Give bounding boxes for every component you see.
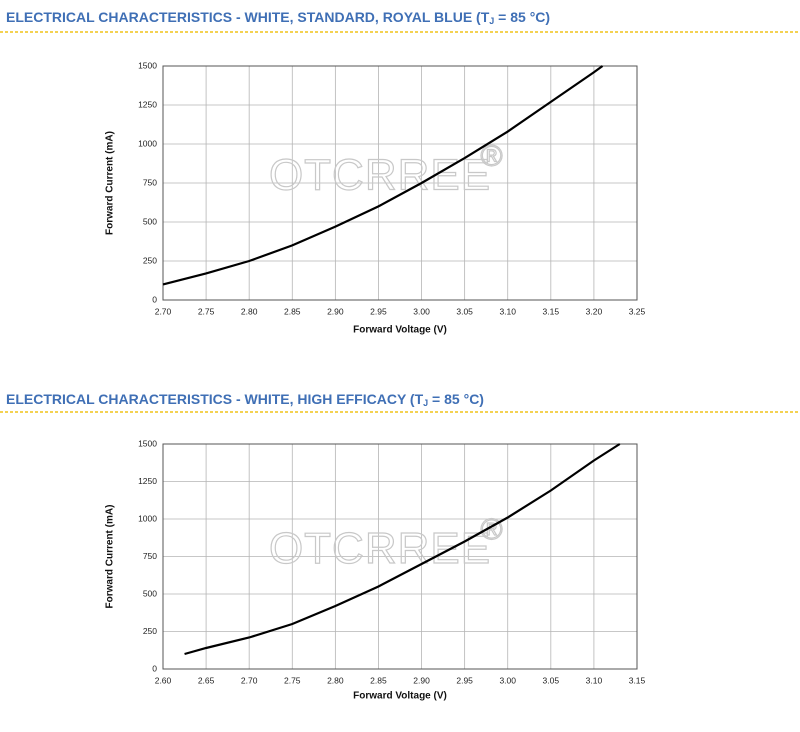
watermark-mark: ® — [480, 140, 503, 173]
title-part: J — [489, 16, 494, 26]
x-tick-label: 3.00 — [499, 675, 516, 685]
curve — [162, 65, 604, 286]
y-tick-label: 750 — [143, 177, 157, 187]
plot-frame — [162, 443, 638, 670]
curve — [184, 443, 621, 656]
watermark: OTCRREE — [269, 151, 491, 200]
title-part: = 85 °C) — [494, 9, 550, 25]
chart-title: ELECTRICAL CHARACTERISTICS - WHITE, STAN… — [6, 9, 550, 27]
x-tick-label: 2.75 — [198, 306, 215, 316]
y-tick-label: 1250 — [138, 476, 157, 486]
x-tick-label: 3.00 — [413, 306, 430, 316]
x-tick-label: 3.05 — [543, 675, 560, 685]
title-part: ELECTRICAL CHARACTERISTICS - WHITE, HIGH… — [6, 391, 424, 407]
x-tick-label: 2.70 — [155, 306, 172, 316]
y-tick-label: 1000 — [138, 138, 157, 148]
y-tick-label: 500 — [143, 588, 157, 598]
x-tick-label: 2.90 — [327, 306, 344, 316]
y-tick-label: 0 — [152, 663, 157, 673]
y-axis-label: Forward Current (mA) — [105, 505, 116, 609]
y-tick-label: 250 — [143, 255, 157, 265]
y-tick-label: 1000 — [138, 513, 157, 523]
x-tick-label: 2.95 — [456, 675, 473, 685]
chart: ELECTRICAL CHARACTERISTICS - WHITE, STAN… — [0, 9, 800, 336]
title-part: ELECTRICAL CHARACTERISTICS - WHITE, STAN… — [6, 9, 490, 25]
x-tick-label: 3.15 — [543, 306, 560, 316]
x-tick-label: 2.90 — [413, 675, 430, 685]
x-tick-label: 2.85 — [370, 675, 387, 685]
x-axis-label: Forward Voltage (V) — [353, 691, 447, 702]
watermark-mark: ® — [480, 513, 503, 546]
title-part: = 85 °C) — [428, 391, 484, 407]
x-tick-label: 3.25 — [629, 306, 646, 316]
chart: ELECTRICAL CHARACTERISTICS - WHITE, HIGH… — [0, 391, 800, 702]
x-tick-label: 2.80 — [241, 306, 258, 316]
x-tick-label: 3.15 — [629, 675, 646, 685]
y-tick-label: 1500 — [138, 438, 157, 448]
x-tick-label: 3.10 — [499, 306, 516, 316]
watermark: OTCRREE — [269, 524, 491, 573]
x-tick-label: 2.60 — [155, 675, 172, 685]
y-axis-label: Forward Current (mA) — [105, 131, 116, 235]
title-part: J — [423, 398, 428, 408]
x-tick-label: 2.85 — [284, 306, 301, 316]
y-tick-label: 0 — [152, 294, 157, 304]
x-tick-label: 2.95 — [370, 306, 387, 316]
y-tick-label: 250 — [143, 626, 157, 636]
y-tick-label: 1250 — [138, 99, 157, 109]
x-tick-label: 3.20 — [586, 306, 603, 316]
x-tick-label: 2.65 — [198, 675, 215, 685]
y-tick-label: 750 — [143, 551, 157, 561]
plot-frame — [162, 65, 638, 301]
x-axis-label: Forward Voltage (V) — [353, 325, 447, 336]
chart-title: ELECTRICAL CHARACTERISTICS - WHITE, HIGH… — [6, 391, 484, 409]
x-tick-label: 2.80 — [327, 675, 344, 685]
y-tick-label: 500 — [143, 216, 157, 226]
x-tick-label: 3.05 — [456, 306, 473, 316]
x-tick-label: 3.10 — [586, 675, 603, 685]
y-tick-label: 1500 — [138, 60, 157, 70]
x-tick-label: 2.70 — [241, 675, 258, 685]
x-tick-label: 2.75 — [284, 675, 301, 685]
